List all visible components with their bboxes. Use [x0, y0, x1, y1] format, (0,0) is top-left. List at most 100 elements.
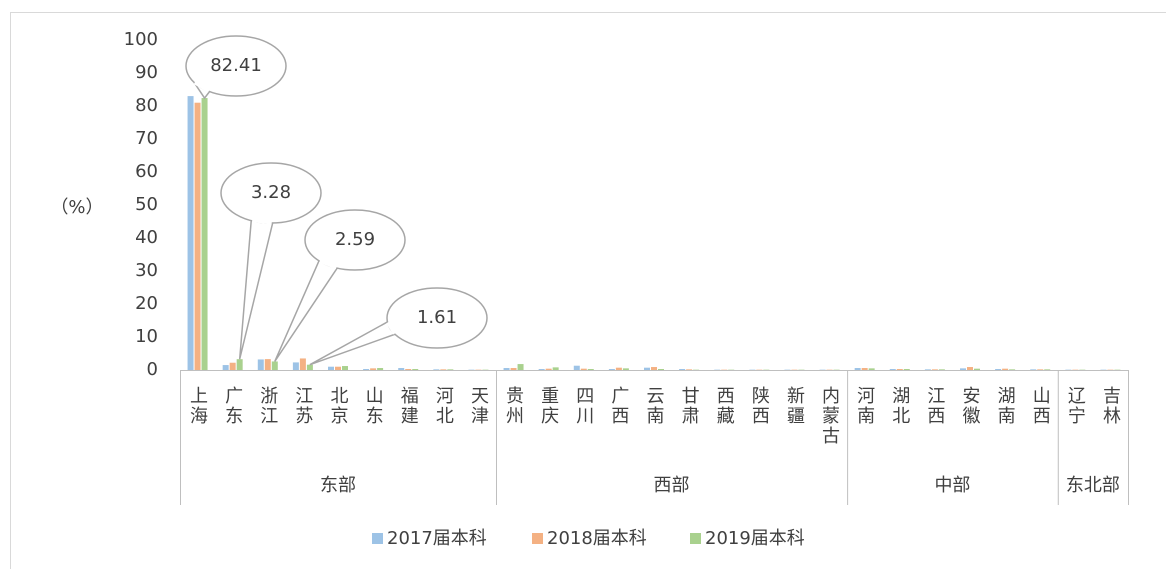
bar	[271, 361, 278, 370]
x-tick-label: 山西	[1030, 386, 1051, 426]
x-tick-label: 安徽	[960, 386, 981, 426]
bar	[889, 369, 896, 370]
data-label: 82.41	[210, 55, 262, 76]
data-label: 2.59	[335, 229, 375, 250]
x-tick-label: 河北	[433, 386, 454, 426]
bar	[658, 369, 664, 370]
x-tick-label: 辽宁	[1065, 386, 1086, 426]
bar	[440, 369, 447, 370]
y-tick-label: 0	[147, 359, 158, 380]
bar	[679, 369, 686, 370]
bar	[370, 368, 377, 370]
bar	[1030, 369, 1037, 370]
x-tick-label: 西藏	[714, 386, 735, 426]
legend-label: 2017届本科	[387, 528, 487, 549]
bar	[644, 367, 650, 370]
bar	[861, 368, 868, 370]
callout-join	[319, 259, 337, 270]
bar	[257, 359, 264, 370]
bar	[328, 366, 334, 370]
bar	[615, 367, 622, 370]
x-tick-label: 湖北	[889, 386, 910, 426]
bar	[236, 359, 243, 370]
bar	[587, 369, 594, 370]
bar	[545, 368, 552, 370]
group-label: 西部	[654, 475, 690, 496]
callout-bubble	[185, 35, 287, 97]
x-tick-label: 江西	[924, 386, 945, 426]
legend-swatch	[372, 533, 383, 544]
x-tick-label: 湖南	[995, 386, 1016, 426]
callout-tail	[238, 220, 274, 360]
bar	[292, 362, 299, 370]
bar	[503, 368, 510, 370]
x-tick-label: 云南	[644, 386, 665, 426]
bar	[222, 365, 229, 370]
group-label: 东北部	[1066, 475, 1120, 496]
bar	[447, 369, 454, 370]
bar	[974, 368, 980, 370]
bar	[1037, 369, 1044, 370]
x-tick-label: 广西	[608, 386, 629, 426]
data-label: 3.28	[251, 182, 291, 203]
bar	[967, 367, 973, 370]
bar	[608, 369, 615, 370]
y-tick-label: 60	[135, 161, 158, 182]
bar	[194, 102, 201, 370]
bar	[201, 98, 208, 370]
bar	[686, 369, 693, 370]
bar	[1009, 369, 1016, 370]
x-tick-label: 天津	[468, 386, 489, 426]
callout-tail	[309, 321, 396, 366]
bar	[377, 368, 384, 370]
callout-tail	[274, 260, 338, 362]
legend-swatch	[690, 533, 701, 544]
y-tick-label: 80	[135, 95, 158, 116]
bar	[573, 365, 580, 370]
bar	[405, 369, 412, 370]
bar	[622, 368, 629, 370]
group-label: 中部	[934, 475, 970, 496]
bar	[580, 368, 587, 370]
x-tick-label: 内蒙古	[819, 386, 840, 446]
x-tick-label: 贵州	[503, 386, 524, 426]
bar	[960, 368, 966, 370]
bar	[651, 367, 657, 370]
bar	[510, 368, 517, 370]
x-tick-label: 河南	[854, 386, 875, 426]
x-tick-label: 福建	[398, 386, 419, 426]
x-tick-label: 北京	[328, 386, 349, 426]
y-axis-label: （%）	[50, 197, 103, 218]
bar	[1002, 368, 1009, 370]
x-tick-label: 山东	[363, 386, 384, 426]
bar	[868, 368, 875, 370]
bar	[433, 369, 440, 370]
group-label: 东部	[320, 475, 356, 496]
y-tick-label: 20	[135, 293, 158, 314]
bar	[342, 366, 348, 370]
x-tick-label: 重庆	[538, 386, 559, 426]
x-tick-label: 浙江	[257, 386, 278, 426]
bar	[306, 364, 313, 370]
bar	[264, 359, 271, 370]
y-tick-label: 10	[135, 326, 158, 347]
y-tick-label: 30	[135, 260, 158, 281]
bar	[229, 362, 236, 370]
x-tick-label: 上海	[187, 386, 208, 426]
bar	[187, 96, 194, 370]
legend-label: 2018届本科	[547, 528, 647, 549]
bar	[896, 369, 903, 370]
bar	[398, 368, 405, 370]
data-label: 1.61	[417, 307, 457, 328]
x-tick-label: 四川	[573, 386, 594, 426]
y-tick-label: 50	[135, 194, 158, 215]
callout-join	[251, 219, 272, 225]
x-tick-label: 陕西	[749, 386, 770, 426]
callout-join	[193, 81, 210, 93]
bar	[552, 367, 559, 370]
bar	[363, 369, 370, 370]
bar	[412, 369, 419, 370]
bar	[1044, 369, 1051, 370]
x-tick-label: 新疆	[784, 386, 805, 426]
